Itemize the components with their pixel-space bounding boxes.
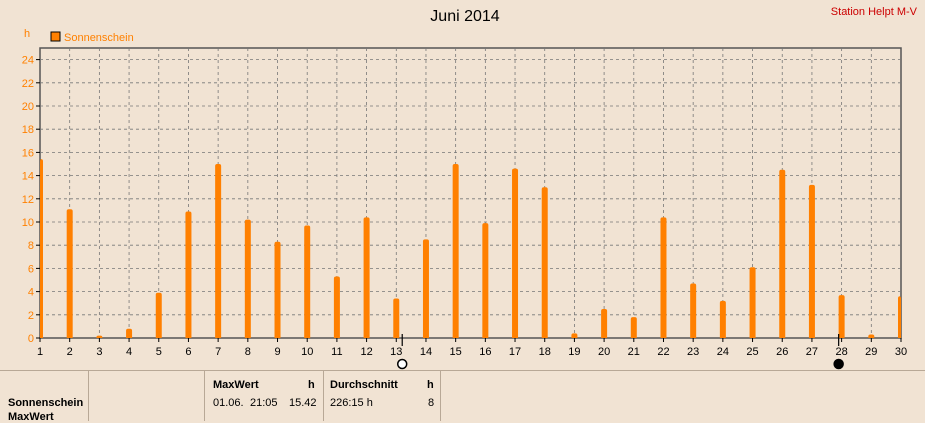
x-tick-label: 30 — [895, 346, 907, 358]
bar — [898, 296, 901, 338]
bar — [808, 184, 815, 338]
bar — [541, 187, 548, 338]
bar — [244, 219, 251, 338]
bar — [155, 292, 162, 338]
y-tick-label: 12 — [22, 194, 34, 206]
y-tick-label: 4 — [28, 287, 34, 299]
bar — [868, 334, 875, 338]
y-tick-label: 18 — [22, 124, 34, 136]
filled-circle-marker — [833, 358, 844, 370]
y-axis-unit: h — [24, 28, 30, 40]
avg-header: Durchschnitt — [330, 379, 398, 391]
y-tick-label: 24 — [22, 55, 34, 67]
bar — [719, 300, 726, 338]
stats-table: Sonnenschein MaxWert MaxWert h 01.06. 21… — [0, 370, 925, 423]
avg-days: 8 — [428, 397, 435, 409]
bar — [40, 159, 43, 338]
y-tick-label: 20 — [22, 101, 34, 113]
bar — [274, 241, 281, 338]
bar — [482, 223, 489, 338]
x-tick-label: 26 — [776, 346, 788, 358]
x-tick-label: 5 — [156, 346, 162, 358]
bar — [66, 209, 73, 338]
max-header: MaxWert — [213, 379, 259, 391]
x-tick-label: 4 — [126, 346, 132, 358]
bar — [601, 309, 608, 338]
x-tick-label: 2 — [67, 346, 73, 358]
stats-empty-column — [89, 371, 205, 421]
x-tick-label: 12 — [360, 346, 372, 358]
bar — [96, 335, 103, 338]
x-tick-label: 8 — [245, 346, 251, 358]
x-tick-label: 25 — [746, 346, 758, 358]
y-tick-label: 8 — [28, 240, 34, 252]
x-tick-label: 13 — [390, 346, 402, 358]
x-tick-label: 6 — [185, 346, 191, 358]
bar — [363, 217, 370, 338]
x-tick-label: 22 — [657, 346, 669, 358]
x-tick-label: 11 — [331, 346, 342, 358]
row-label-sonnenschein: Sonnenschein — [8, 397, 84, 409]
legend-label: Sonnenschein — [64, 32, 134, 44]
avg-value: 226:15 h — [330, 397, 373, 409]
max-date: 01.06. — [213, 397, 244, 409]
x-tick-label: 23 — [687, 346, 699, 358]
chart-title: Juni 2014 — [430, 8, 499, 25]
station-label: Station Helpt M-V — [830, 6, 917, 18]
chart: Juni 2014 h Sonnenschein 024681012141618… — [22, 8, 907, 370]
bar — [690, 283, 697, 338]
x-tick-label: 28 — [835, 346, 847, 358]
plot-frame — [39, 47, 902, 339]
bar — [126, 328, 133, 338]
x-tick-label: 3 — [96, 346, 102, 358]
bar — [452, 164, 459, 338]
bar — [571, 333, 578, 338]
y-tick-label: 16 — [22, 147, 34, 159]
x-tick-label: 17 — [509, 346, 521, 358]
x-tick-label: 7 — [215, 346, 221, 358]
y-tick-label: 6 — [28, 263, 34, 275]
y-tick-label: 0 — [28, 333, 34, 345]
x-tick-label: 9 — [274, 346, 280, 358]
stats-max-column: MaxWert h 01.06. 21:05 15.42 — [205, 371, 324, 421]
bar — [304, 225, 311, 338]
x-tick-label: 1 — [37, 346, 43, 358]
x-tick-label: 18 — [539, 346, 551, 358]
y-tick-label: 10 — [22, 217, 34, 229]
x-tick-label: 20 — [598, 346, 610, 358]
bar — [185, 211, 192, 338]
bar — [838, 295, 845, 338]
stats-row-labels: Sonnenschein MaxWert — [0, 371, 89, 423]
x-tick-label: 29 — [865, 346, 877, 358]
bar — [215, 164, 222, 338]
y-tick-label: 2 — [28, 310, 34, 322]
avg-unit: h — [427, 379, 434, 391]
x-tick-label: 16 — [479, 346, 491, 358]
bar — [630, 317, 637, 338]
x-tick-label: 24 — [717, 346, 729, 358]
max-value: 15.42 — [289, 397, 317, 409]
stats-avg-column: Durchschnitt h 226:15 h 8 — [324, 371, 441, 421]
x-tick-label: 15 — [450, 346, 462, 358]
legend-swatch — [50, 31, 61, 42]
x-tick-label: 27 — [806, 346, 818, 358]
x-tick-label: 10 — [301, 346, 313, 358]
max-unit: h — [308, 379, 315, 391]
x-tick-label: 21 — [628, 346, 640, 358]
bar — [333, 276, 340, 338]
bar — [749, 267, 756, 338]
bar — [660, 217, 667, 338]
y-tick-label: 14 — [22, 171, 34, 183]
row-label-maxwert: MaxWert — [8, 411, 54, 423]
open-circle-marker — [396, 358, 408, 370]
x-tick-label: 19 — [568, 346, 580, 358]
max-time: 21:05 — [250, 397, 278, 409]
bar — [422, 239, 429, 338]
bar — [779, 169, 786, 338]
x-tick-label: 14 — [420, 346, 432, 358]
y-tick-label: 22 — [22, 78, 34, 90]
bar — [512, 168, 519, 338]
bar — [393, 298, 400, 338]
